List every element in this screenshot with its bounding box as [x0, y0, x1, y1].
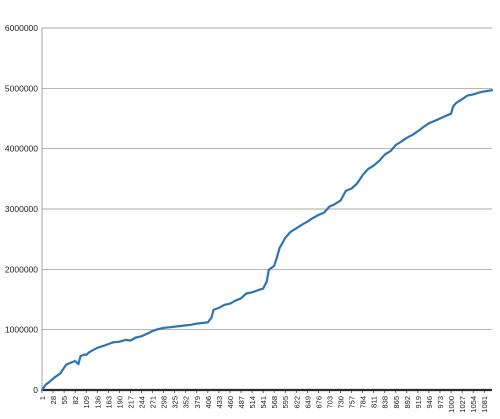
- x-axis-tick-labels: 1 28 55 82 109 136 163 190 217 244 271 298 325 352 379…: [38, 396, 489, 413]
- series-line: [40, 88, 494, 392]
- x-tick-label: 271: [149, 396, 158, 409]
- x-tick-label: 28: [49, 396, 58, 404]
- x-tick-label: 1: [38, 396, 47, 400]
- y-tick-label: 2000000: [5, 264, 38, 274]
- x-tick-label: 892: [403, 396, 412, 409]
- x-tick-label: 784: [359, 396, 368, 409]
- x-tick-label: 163: [104, 396, 113, 409]
- y-tick-label: 6000000: [5, 23, 38, 33]
- x-tick-label: 352: [182, 396, 191, 409]
- x-tick-label: 487: [237, 396, 246, 409]
- x-tick-label: 703: [325, 396, 334, 409]
- x-tick-label: 109: [82, 396, 91, 409]
- x-tick-label: 217: [126, 396, 135, 409]
- x-tick-label: 298: [160, 396, 169, 409]
- y-tick-label: 1000000: [5, 325, 38, 335]
- gridlines: [42, 27, 492, 331]
- series-layer: [40, 88, 494, 392]
- x-tick-label: 379: [193, 396, 202, 409]
- x-tick-label: 811: [370, 396, 379, 408]
- x-tick-label: 433: [215, 396, 224, 409]
- x-tick-label: 244: [137, 396, 146, 409]
- y-tick-label: 4000000: [5, 144, 38, 154]
- x-tick-label: 865: [392, 396, 401, 409]
- x-tick-label: 460: [226, 396, 235, 409]
- x-tick-label: 406: [204, 396, 213, 409]
- x-tick-label: 649: [303, 396, 312, 409]
- x-tick-label: 676: [314, 396, 323, 409]
- x-tick-label: 568: [270, 396, 279, 409]
- x-tick-label: 82: [71, 396, 80, 404]
- x-tick-label: 190: [115, 396, 124, 409]
- x-tick-label: 838: [381, 396, 390, 409]
- axes: [41, 28, 492, 393]
- x-tick-label: 1054: [469, 396, 478, 413]
- x-tick-label: 946: [425, 396, 434, 409]
- x-tick-label: 1081: [480, 396, 489, 413]
- x-tick-label: 1000: [447, 396, 456, 413]
- y-axis-tick-labels: 0 1000000 2000000 3000000 4000000 5000000 6000…: [5, 23, 38, 395]
- y-tick-label: 0: [33, 385, 38, 395]
- x-tick-label: 622: [292, 396, 301, 409]
- x-tick-label: 1027: [458, 396, 467, 413]
- x-tick-label: 514: [248, 396, 257, 409]
- x-tick-label: 919: [414, 396, 423, 409]
- x-tick-label: 325: [171, 396, 180, 409]
- y-tick-label: 3000000: [5, 204, 38, 214]
- x-tick-label: 541: [259, 396, 268, 409]
- x-tick-label: 595: [281, 396, 290, 409]
- y-tick-label: 5000000: [5, 83, 38, 93]
- x-tick-label: 55: [60, 396, 69, 404]
- x-tick-label: 973: [436, 396, 445, 409]
- x-tick-label: 757: [348, 396, 357, 409]
- x-tick-label: 136: [93, 396, 102, 409]
- x-tick-label: 730: [336, 396, 345, 409]
